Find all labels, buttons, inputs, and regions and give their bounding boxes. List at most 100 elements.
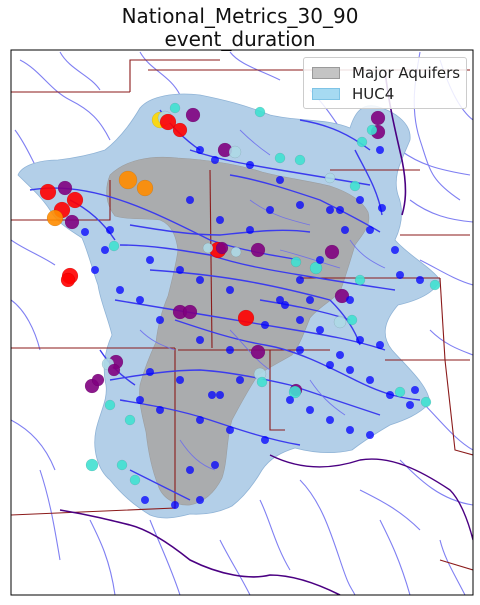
site-marker <box>216 391 224 399</box>
site-marker <box>355 275 365 285</box>
site-marker <box>226 346 234 354</box>
site-marker <box>281 301 289 309</box>
aquifer-swatch <box>312 67 340 79</box>
site-marker <box>156 316 164 324</box>
site-marker <box>346 366 354 374</box>
site-marker <box>275 153 285 163</box>
site-marker <box>378 204 386 212</box>
site-marker <box>105 400 115 410</box>
site-marker <box>356 336 364 344</box>
site-marker <box>346 296 354 304</box>
site-marker <box>276 176 284 184</box>
site-marker <box>266 206 274 214</box>
site-marker <box>391 246 399 254</box>
site-marker <box>341 226 349 234</box>
site-marker <box>176 266 184 274</box>
site-marker <box>67 192 83 208</box>
site-marker <box>316 256 324 264</box>
site-marker <box>246 226 254 234</box>
site-marker <box>411 386 419 394</box>
site-marker <box>238 310 254 326</box>
site-marker <box>91 266 99 274</box>
legend-item-huc4: HUC4 <box>312 85 394 103</box>
site-marker <box>196 276 204 284</box>
site-marker <box>334 316 346 328</box>
site-marker <box>170 103 180 113</box>
site-marker <box>430 280 440 290</box>
site-marker <box>395 387 405 397</box>
site-marker <box>109 241 119 251</box>
site-marker <box>216 242 228 254</box>
site-marker <box>295 155 305 165</box>
site-marker <box>346 426 354 434</box>
site-marker <box>203 243 213 253</box>
major-river-south <box>60 510 340 595</box>
site-marker <box>376 146 384 154</box>
site-marker <box>421 397 431 407</box>
site-marker <box>176 376 184 384</box>
site-marker <box>255 107 265 117</box>
site-marker <box>47 210 63 226</box>
site-marker <box>357 137 367 147</box>
site-marker <box>296 316 304 324</box>
site-marker <box>236 376 244 384</box>
site-marker <box>286 396 294 404</box>
site-marker <box>296 201 304 209</box>
site-marker <box>306 296 314 304</box>
site-marker <box>136 296 144 304</box>
site-marker <box>211 156 219 164</box>
site-marker <box>366 226 374 234</box>
site-marker <box>336 351 344 359</box>
site-marker <box>196 336 204 344</box>
site-marker <box>347 315 357 325</box>
site-marker <box>406 401 414 409</box>
site-marker <box>246 161 254 169</box>
site-marker <box>141 496 149 504</box>
site-marker <box>196 496 204 504</box>
site-marker <box>208 391 216 399</box>
site-marker <box>196 416 204 424</box>
site-marker <box>325 245 339 259</box>
legend-label: Major Aquifers <box>352 64 460 82</box>
site-marker <box>261 321 269 329</box>
site-marker <box>296 276 304 284</box>
site-marker <box>211 461 219 469</box>
site-marker <box>186 466 194 474</box>
legend-label: HUC4 <box>352 85 394 103</box>
site-marker <box>108 364 120 376</box>
site-marker <box>257 377 267 387</box>
site-marker <box>116 286 124 294</box>
site-marker <box>216 216 224 224</box>
site-marker <box>186 196 194 204</box>
site-marker <box>101 246 109 254</box>
site-marker <box>316 326 324 334</box>
site-marker <box>226 426 234 434</box>
site-marker <box>86 459 98 471</box>
site-marker <box>156 406 164 414</box>
site-marker <box>366 376 374 384</box>
site-marker <box>291 257 301 267</box>
site-marker <box>171 501 179 509</box>
site-marker <box>396 271 404 279</box>
site-marker <box>261 436 269 444</box>
site-marker <box>92 374 104 386</box>
site-marker <box>229 146 241 158</box>
site-marker <box>356 196 364 204</box>
site-marker <box>251 345 265 359</box>
site-marker <box>183 305 197 319</box>
site-marker <box>136 396 144 404</box>
site-marker <box>326 361 334 369</box>
site-marker <box>106 226 114 234</box>
site-marker <box>226 286 234 294</box>
site-marker <box>137 180 153 196</box>
site-marker <box>336 206 344 214</box>
site-marker <box>367 125 377 135</box>
site-marker <box>325 173 335 183</box>
site-marker <box>366 431 374 439</box>
site-marker <box>130 475 140 485</box>
site-marker <box>61 273 75 287</box>
site-marker <box>117 460 127 470</box>
site-marker <box>386 391 394 399</box>
site-marker <box>371 111 385 125</box>
site-marker <box>146 256 154 264</box>
